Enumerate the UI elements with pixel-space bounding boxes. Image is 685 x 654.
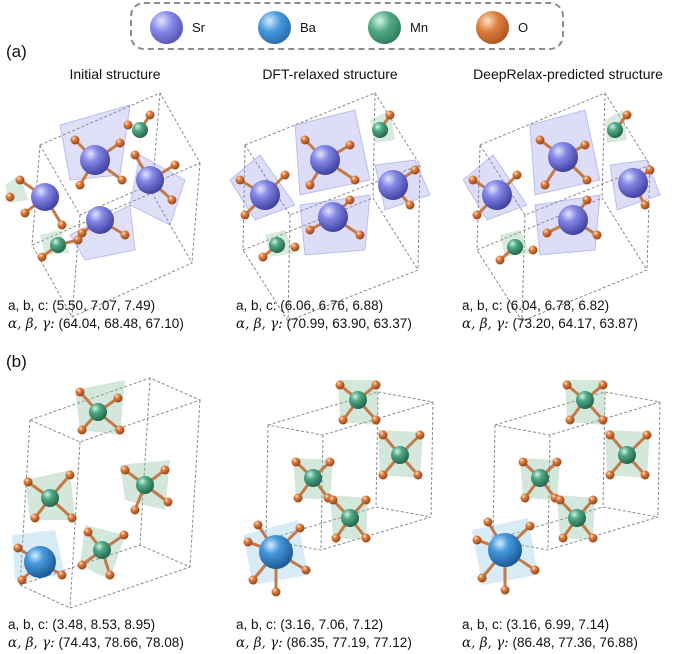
lattice-angles: α, β, γ: (74.43, 78.66, 78.08) xyxy=(8,635,184,651)
lattice-angles: α, β, γ: (86.35, 77.19, 77.12) xyxy=(236,635,412,651)
unit-cell xyxy=(492,391,661,551)
mn-atoms xyxy=(50,122,148,253)
legend-label-sr: Sr xyxy=(192,20,205,35)
element-legend: Sr Ba Mn O xyxy=(130,2,564,50)
o-atoms xyxy=(5,110,180,262)
legend-label-ba: Ba xyxy=(300,20,316,35)
params-b-initial: a, b, c: (3.48, 8.53, 8.95) α, β, γ: (74… xyxy=(8,616,184,652)
lattice-angles: α, β, γ: (64.04, 68.48, 67.10) xyxy=(8,316,184,332)
structure-b-deeprelax xyxy=(472,380,661,595)
unit-cell xyxy=(18,377,202,609)
o-atoms xyxy=(13,387,173,585)
structure-b-dft xyxy=(243,380,434,597)
o-atoms xyxy=(472,380,652,595)
sr-atoms xyxy=(31,145,164,234)
structure-a-deeprelax xyxy=(462,92,661,322)
params-a-deeprelax: a, b, c: (6.04, 6.78, 6.82) α, β, γ: (73… xyxy=(462,297,638,333)
sr-atoms xyxy=(250,145,408,232)
lattice-lengths: a, b, c: (6.06, 6.76, 6.88) xyxy=(236,298,384,313)
sr-atom-icon xyxy=(150,11,183,44)
structure-a-initial xyxy=(5,92,201,318)
lattice-lengths: a, b, c: (3.16, 6.99, 7.14) xyxy=(462,617,610,632)
lattice-lengths: a, b, c: (6.04, 6.78, 6.82) xyxy=(462,298,610,313)
params-a-initial: a, b, c: (5.50, 7.07, 7.49) α, β, γ: (64… xyxy=(8,297,184,333)
structure-a-dft xyxy=(229,92,431,322)
ba-atom xyxy=(24,546,56,578)
unit-cell xyxy=(265,391,434,551)
lattice-lengths: a, b, c: (3.48, 8.53, 8.95) xyxy=(8,617,156,632)
title-initial: Initial structure xyxy=(69,66,161,82)
legend-item-sr: Sr xyxy=(150,11,205,44)
o-atom-icon xyxy=(476,11,509,44)
mn-atoms xyxy=(304,391,409,527)
legend-label-o: O xyxy=(518,20,529,35)
panel-label-a: (a) xyxy=(6,42,27,61)
lattice-lengths: a, b, c: (3.16, 7.06, 7.12) xyxy=(236,617,384,632)
legend-item-mn: Mn xyxy=(368,11,428,44)
o-atoms xyxy=(235,110,420,262)
legend-label-mn: Mn xyxy=(410,20,429,35)
lattice-lengths: a, b, c: (5.50, 7.07, 7.49) xyxy=(8,298,156,313)
ba-atom-icon xyxy=(258,11,291,44)
title-dft: DFT-relaxed structure xyxy=(262,66,398,82)
legend-item-o: O xyxy=(476,11,528,44)
o-atoms xyxy=(468,110,655,265)
params-b-deeprelax: a, b, c: (3.16, 6.99, 7.14) α, β, γ: (86… xyxy=(462,616,638,652)
params-b-dft: a, b, c: (3.16, 7.06, 7.12) α, β, γ: (86… xyxy=(236,616,412,652)
ba-atom xyxy=(488,533,522,567)
legend-item-ba: Ba xyxy=(258,11,316,44)
mn-atoms xyxy=(531,391,636,527)
mn-atoms xyxy=(269,122,388,253)
mn-atoms xyxy=(41,403,154,559)
lattice-angles: α, β, γ: (70.99, 63.90, 63.37) xyxy=(236,316,412,332)
structure-b-initial xyxy=(12,377,202,609)
sr-atoms xyxy=(482,142,648,235)
lattice-angles: α, β, γ: (73.20, 64.17, 63.87) xyxy=(462,316,638,332)
mn-atoms xyxy=(507,122,623,255)
mn-atom-icon xyxy=(368,11,401,44)
title-deeprelax: DeepRelax-predicted structure xyxy=(473,66,663,82)
panel-label-b: (b) xyxy=(6,352,27,371)
ba-atom xyxy=(259,535,293,569)
o-atoms xyxy=(243,380,425,597)
params-a-dft: a, b, c: (6.06, 6.76, 6.88) α, β, γ: (70… xyxy=(236,297,412,333)
lattice-angles: α, β, γ: (86.48, 77.36, 76.88) xyxy=(462,635,638,651)
